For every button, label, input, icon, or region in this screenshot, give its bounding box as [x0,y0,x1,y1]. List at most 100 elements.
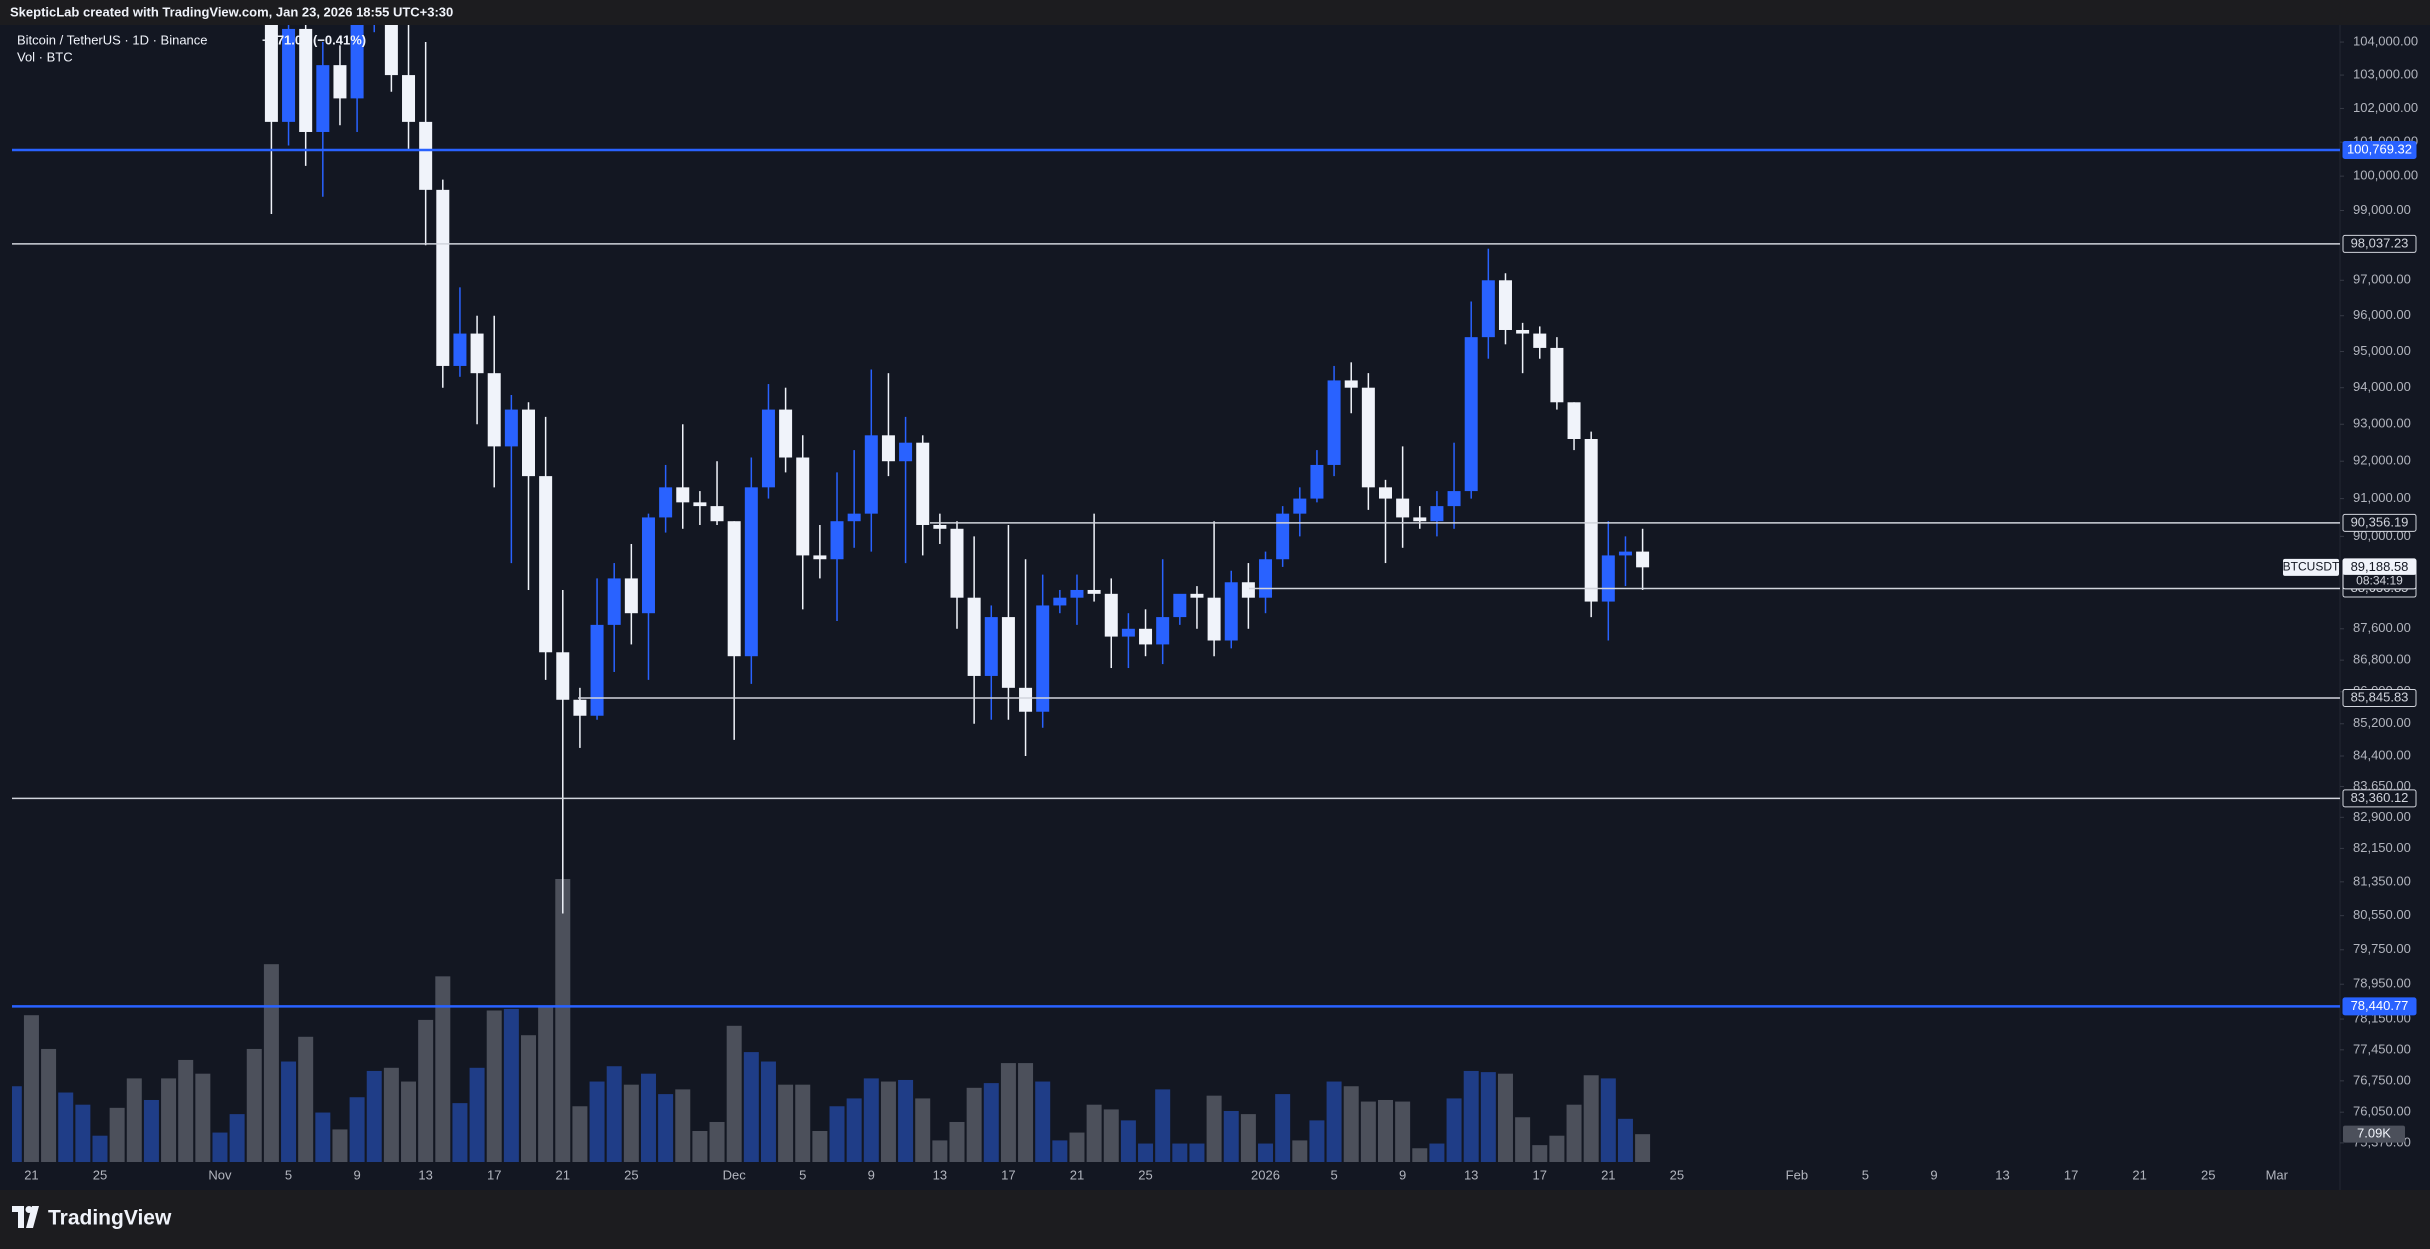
volume-bar [1086,1104,1102,1162]
x-tick-label: Nov [208,1167,232,1182]
candle-body [1618,551,1632,556]
volume-bar [949,1121,965,1162]
candle-body [1224,582,1238,641]
y-tick-label: 100,000.00 [2353,168,2418,183]
volume-bar [229,1114,245,1162]
volume-bar [1395,1101,1411,1162]
x-tick-label: 5 [799,1167,806,1182]
logo-mark [12,1206,24,1228]
brand: TradingView [48,1207,172,1230]
volume-bar [1446,1098,1462,1162]
volume-bar [1515,1117,1531,1162]
countdown: 08:34:19 [2356,574,2403,588]
volume-bar [366,1070,382,1162]
y-tick-label: 95,000.00 [2353,343,2411,358]
level-tag-label: 78,440.77 [2351,998,2409,1013]
candle-body [710,506,724,522]
y-tick-label: 83,650.00 [2353,778,2411,793]
volume-bar [1189,1143,1205,1162]
level-tag-label: 85,845.83 [2351,689,2409,704]
volume-bar [281,1061,297,1162]
volume-bar [795,1084,811,1162]
volume-tag [2343,1125,2405,1143]
candle-body [384,25,398,76]
candle-body [830,521,844,560]
y-tick-label: 82,150.00 [2353,840,2411,855]
x-tick-label: 21 [556,1167,570,1182]
y-tick-label: 94,000.00 [2353,379,2411,394]
candle-body [1550,347,1564,403]
x-tick-label: Feb [1786,1167,1808,1182]
candle-body [539,476,553,653]
candle-body [1533,333,1547,348]
level-tag [2342,997,2417,1016]
x-tick-label: 13 [1464,1167,1478,1182]
volume-bar [1275,1094,1291,1162]
volume-bar [143,1099,159,1162]
volume-bar [932,1140,948,1162]
candle-body [624,578,638,614]
level-tag-label: 90,356.19 [2351,514,2409,529]
candle-body [316,65,330,132]
volume-bar [1258,1143,1274,1162]
logo-mark [26,1206,39,1228]
volume-bar [75,1104,91,1162]
volume-bar [1429,1143,1445,1162]
volume-bar [1635,1134,1651,1162]
logo [12,1206,39,1228]
y-tick-label: 76,050.00 [2353,1104,2411,1119]
volume-bar [246,1048,262,1162]
volume-bar [452,1103,468,1162]
volume-bar [1223,1110,1239,1162]
level-tag-label: 98,037.23 [2351,235,2409,250]
candle-body [1447,491,1461,507]
candle-body [402,75,416,122]
volume-bar [1206,1095,1222,1162]
volume-bar [966,1087,982,1162]
candle-body [1516,329,1530,334]
candle-body [881,435,895,462]
candle-body [333,65,347,99]
candle-body [1567,402,1581,439]
volume-bar [760,1061,776,1162]
volume-bar [401,1081,417,1162]
volume-bar [1052,1140,1068,1162]
level-tag [2342,234,2417,253]
volume-bar [658,1094,674,1162]
volume-bar [1326,1081,1342,1162]
candle-body [779,409,793,458]
symbol-title: Bitcoin / TetherUS · 1D · Binance [17,32,208,47]
volume-bar [880,1081,896,1162]
volume-bar [1103,1109,1119,1162]
volume-bar [983,1083,999,1162]
candle-body [299,28,313,132]
volume-bar [178,1059,194,1162]
candle-body [1396,498,1410,518]
top-strip [0,0,2430,25]
level-tag [2342,789,2417,808]
volume-bar [589,1081,605,1162]
footer-bar [0,1190,2430,1249]
candle-body [864,435,878,514]
x-tick-label: 9 [353,1167,360,1182]
candle-body [1156,617,1170,645]
volume-bar [829,1106,845,1162]
volume-bar [1600,1078,1616,1162]
candle-body [1019,687,1033,712]
volume-bar [623,1084,639,1162]
volume-bar [863,1078,879,1162]
y-tick-label: 97,000.00 [2353,272,2411,287]
candle-body [1259,559,1273,598]
volume-bar [846,1098,862,1162]
volume-bar [743,1052,759,1162]
volume-bar [1549,1135,1565,1162]
volume-bar [349,1097,365,1162]
volume-bar [1240,1114,1256,1162]
candle-body [796,457,810,556]
volume-bar [898,1079,914,1162]
x-tick-label: Mar [2266,1167,2289,1182]
symbol-tag [2283,558,2339,576]
candle-body [744,487,758,657]
candle-body [1584,438,1598,602]
